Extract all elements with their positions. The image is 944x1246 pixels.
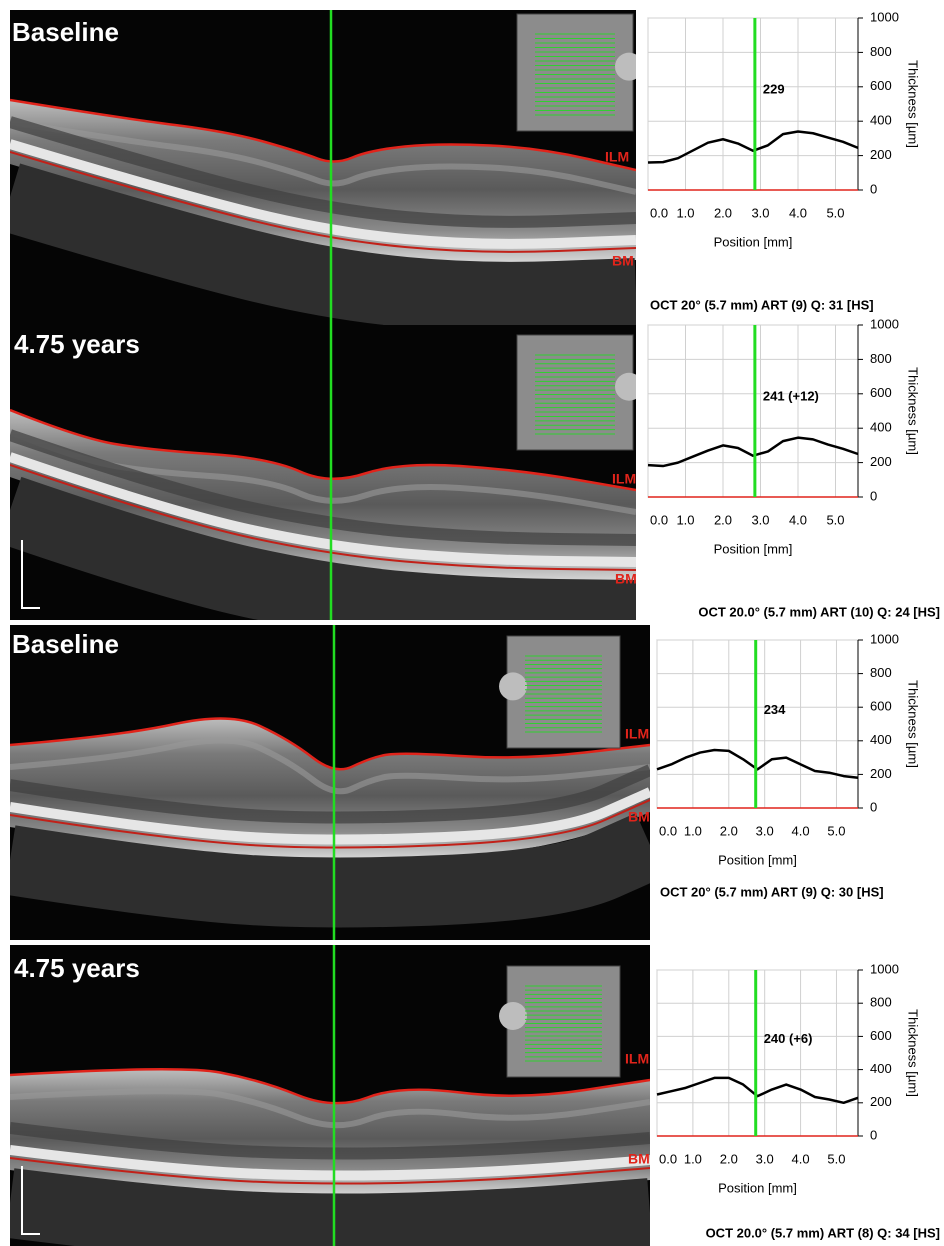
x-tick-label: 5.0 [826, 205, 844, 220]
y-tick-label: 0 [870, 488, 877, 503]
x-tick-label: 1.0 [676, 205, 694, 220]
oct-scan [10, 325, 643, 620]
y-axis-title: Thickness [µm] [906, 680, 921, 768]
oct-scan [10, 10, 643, 325]
x-tick-label: 1.0 [684, 1151, 702, 1166]
y-tick-label: 600 [870, 699, 892, 714]
y-axis-title: Thickness [µm] [906, 1009, 921, 1097]
scan-label: Baseline [12, 17, 119, 47]
x-axis-title: Position [mm] [718, 852, 797, 867]
scan-label: Baseline [12, 629, 119, 659]
bm-label: BM [628, 1151, 650, 1167]
x-tick-label: 0.0 [659, 1151, 677, 1166]
y-tick-label: 600 [870, 78, 892, 93]
x-tick-label: 4.0 [789, 512, 807, 527]
x-axis-title: Position [mm] [718, 1180, 797, 1195]
y-tick-label: 0 [870, 181, 877, 196]
x-axis-title: Position [mm] [714, 234, 793, 249]
scan-caption: OCT 20° (5.7 mm) ART (9) Q: 30 [HS] [660, 884, 884, 899]
x-tick-label: 2.0 [714, 512, 732, 527]
optic-disc [615, 53, 643, 81]
scan-caption: OCT 20.0° (5.7 mm) ART (10) Q: 24 [HS] [698, 604, 940, 619]
y-tick-label: 400 [870, 420, 892, 435]
x-tick-label: 5.0 [827, 823, 845, 838]
x-tick-label: 4.0 [792, 1151, 810, 1166]
marker-label: 241 (+12) [763, 389, 819, 404]
x-tick-label: 2.0 [720, 823, 738, 838]
x-tick-label: 1.0 [684, 823, 702, 838]
x-tick-label: 3.0 [756, 1151, 774, 1166]
plot-area [657, 970, 858, 1136]
oct-scan [10, 945, 650, 1246]
marker-label: 234 [764, 702, 786, 717]
y-tick-label: 200 [870, 454, 892, 469]
y-tick-label: 0 [870, 799, 877, 814]
bm-label: BM [612, 253, 634, 269]
y-tick-label: 0 [870, 1127, 877, 1142]
x-tick-label: 1.0 [676, 512, 694, 527]
y-tick-label: 800 [870, 665, 892, 680]
fundus-inset [517, 335, 633, 450]
scan-label: 4.75 years [14, 953, 140, 983]
optic-disc [499, 1002, 527, 1030]
x-tick-label: 5.0 [827, 1151, 845, 1166]
x-tick-label: 5.0 [826, 512, 844, 527]
x-tick-label: 3.0 [751, 512, 769, 527]
y-tick-label: 200 [870, 1094, 892, 1109]
bm-label: BM [615, 571, 637, 587]
marker-label: 229 [763, 82, 785, 97]
bm-label: BM [628, 809, 650, 825]
y-tick-label: 1000 [870, 9, 899, 24]
y-tick-label: 600 [870, 1028, 892, 1043]
x-tick-label: 0.0 [659, 823, 677, 838]
scan-caption: OCT 20.0° (5.7 mm) ART (8) Q: 34 [HS] [706, 1225, 940, 1240]
y-tick-label: 400 [870, 113, 892, 128]
y-tick-label: 1000 [870, 316, 899, 331]
ilm-label: ILM [605, 149, 629, 165]
plot-area [657, 640, 858, 808]
figure: Baseline ILM BM OCT 20° (5.7 mm) ART (9) Q:… [0, 0, 944, 1246]
y-axis-title: Thickness [µm] [906, 367, 921, 455]
ilm-label: ILM [612, 471, 636, 487]
scan-label: 4.75 years [14, 329, 140, 359]
y-tick-label: 1000 [870, 961, 899, 976]
ilm-label: ILM [625, 1051, 649, 1067]
y-tick-label: 600 [870, 385, 892, 400]
fundus-inset [517, 14, 633, 131]
y-tick-label: 400 [870, 732, 892, 747]
choroid [10, 1203, 650, 1229]
ilm-label: ILM [625, 726, 649, 742]
y-tick-label: 800 [870, 995, 892, 1010]
oct-scan [10, 625, 650, 940]
x-tick-label: 2.0 [720, 1151, 738, 1166]
optic-disc [615, 373, 643, 401]
x-tick-label: 0.0 [650, 205, 668, 220]
y-tick-label: 1000 [870, 631, 899, 646]
x-tick-label: 0.0 [650, 512, 668, 527]
optic-disc [499, 672, 527, 700]
x-tick-label: 4.0 [789, 205, 807, 220]
scan-caption: OCT 20° (5.7 mm) ART (9) Q: 31 [HS] [650, 297, 874, 312]
y-axis-title: Thickness [µm] [906, 60, 921, 148]
y-tick-label: 800 [870, 351, 892, 366]
x-tick-label: 3.0 [751, 205, 769, 220]
x-axis-title: Position [mm] [714, 541, 793, 556]
x-tick-label: 4.0 [792, 823, 810, 838]
plot-area [648, 325, 858, 497]
x-tick-label: 2.0 [714, 205, 732, 220]
x-tick-label: 3.0 [756, 823, 774, 838]
y-tick-label: 400 [870, 1061, 892, 1076]
marker-label: 240 (+6) [764, 1031, 813, 1046]
y-tick-label: 200 [870, 766, 892, 781]
y-tick-label: 200 [870, 147, 892, 162]
y-tick-label: 800 [870, 44, 892, 59]
plot-area [648, 18, 858, 190]
